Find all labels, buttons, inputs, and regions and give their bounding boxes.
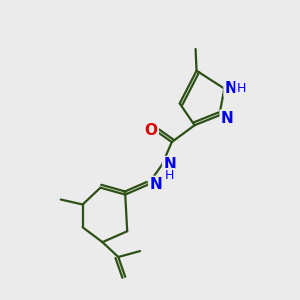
Text: N: N: [150, 177, 162, 192]
Text: N: N: [221, 111, 234, 126]
Text: H: H: [165, 169, 175, 182]
Text: N: N: [225, 81, 238, 96]
Text: H: H: [236, 82, 246, 95]
Text: N: N: [164, 158, 176, 172]
Text: O: O: [145, 123, 158, 138]
